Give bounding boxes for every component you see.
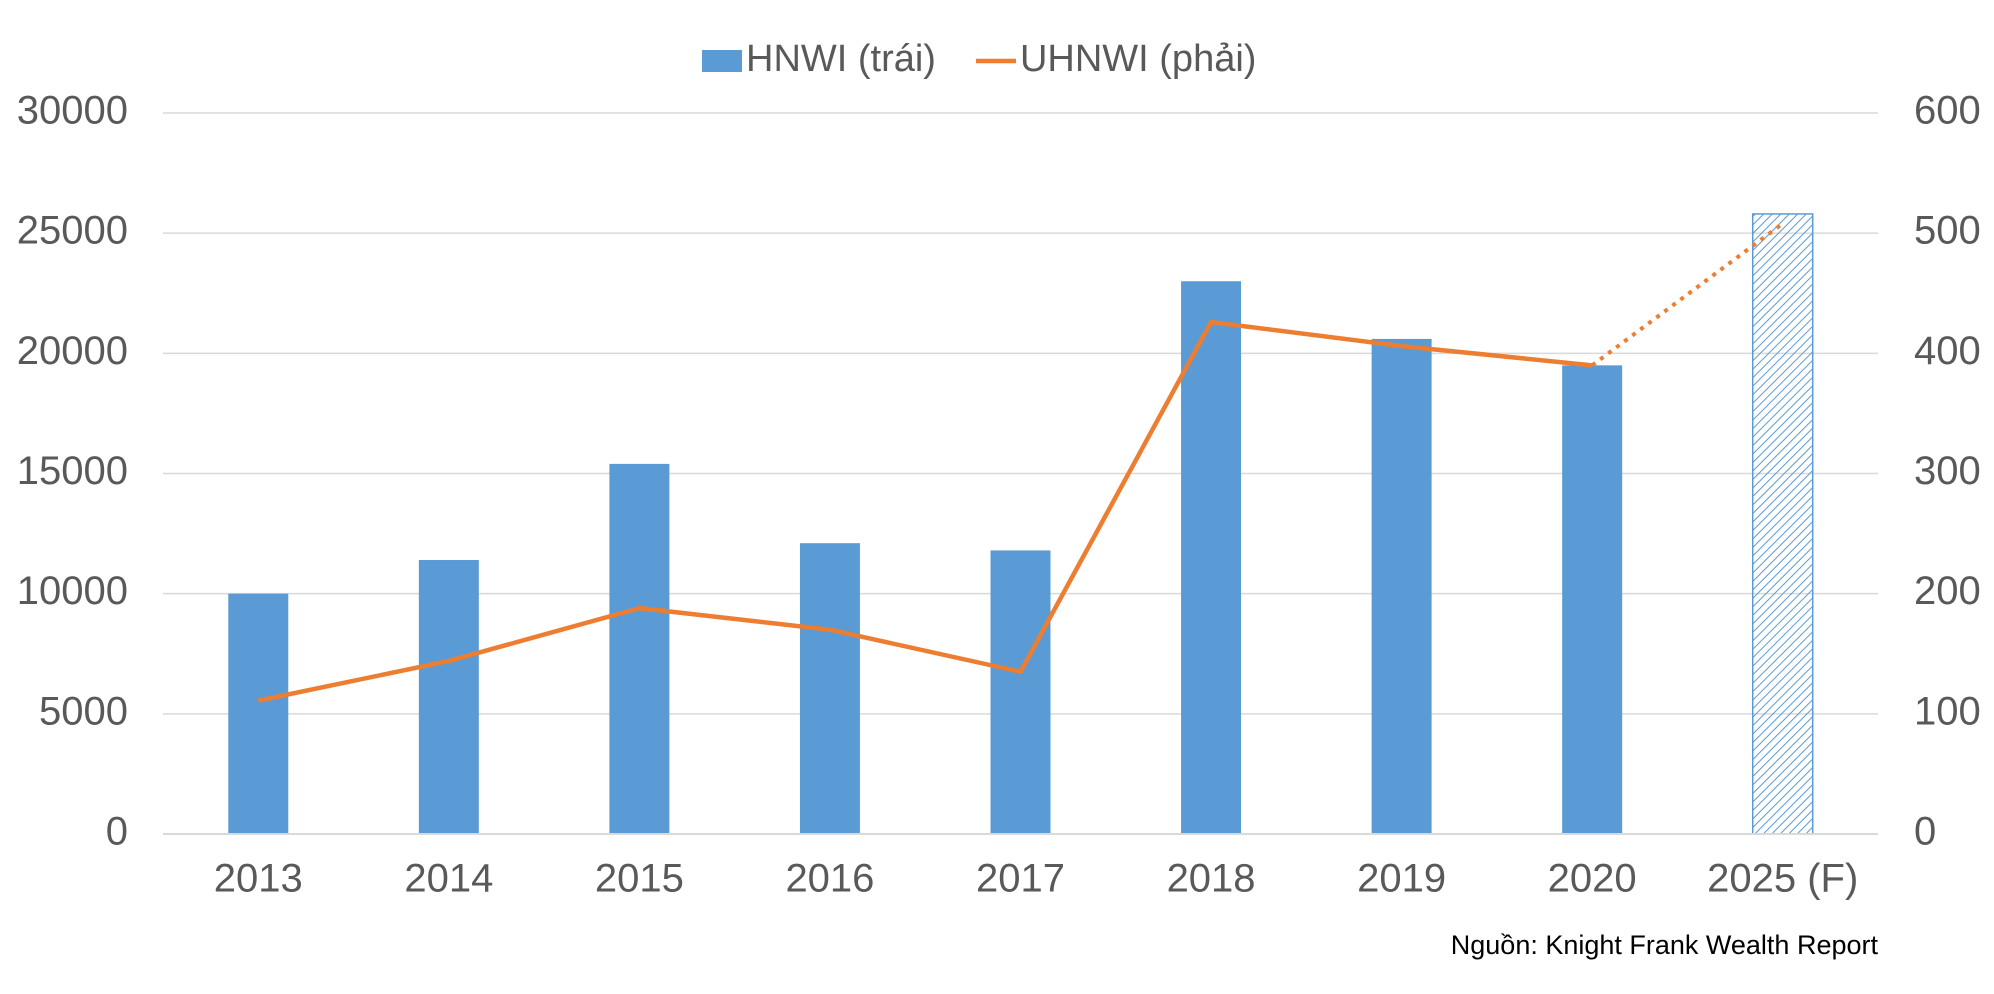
legend-label: HNWI (trái) (746, 38, 936, 80)
y-tick-label: 5000 (39, 689, 128, 733)
bar (418, 560, 479, 834)
y2-tick-label: 600 (1914, 89, 1981, 133)
y-tick-label: 0 (106, 810, 128, 854)
y-tick-label: 30000 (17, 89, 128, 133)
bar (609, 463, 670, 834)
y-tick-label: 20000 (17, 329, 128, 373)
y2-tick-label: 100 (1914, 689, 1981, 733)
legend-swatch (702, 50, 742, 72)
bar (228, 593, 289, 834)
y2-tick-label: 400 (1914, 329, 1981, 373)
source-note: Nguồn: Knight Frank Wealth Report (1451, 930, 1879, 960)
bar (799, 543, 860, 834)
y2-tick-label: 0 (1914, 810, 1936, 854)
x-tick-label: 2025 (F) (1707, 857, 1858, 901)
x-tick-label: 2019 (1357, 857, 1446, 901)
x-tick-label: 2016 (785, 857, 874, 901)
x-tick-label: 2018 (1167, 857, 1256, 901)
x-tick-label: 2017 (976, 857, 1065, 901)
y2-tick-label: 200 (1914, 569, 1981, 613)
x-tick-label: 2014 (404, 857, 493, 901)
bar (1562, 365, 1623, 834)
x-tick-label: 2013 (214, 857, 303, 901)
y-tick-label: 25000 (17, 209, 128, 253)
line (257, 319, 1593, 703)
y2-tick-label: 300 (1914, 449, 1981, 493)
y2-tick-label: 500 (1914, 209, 1981, 253)
bar (1181, 281, 1242, 834)
legend-label: UHNWI (phải) (1020, 38, 1256, 80)
bar (1371, 338, 1432, 834)
bar (1751, 213, 1814, 835)
x-tick-label: 2020 (1548, 857, 1637, 901)
x-tick-label: 2015 (595, 857, 684, 901)
y-tick-label: 10000 (17, 569, 128, 613)
y-tick-label: 15000 (17, 449, 128, 493)
bar (990, 550, 1051, 834)
